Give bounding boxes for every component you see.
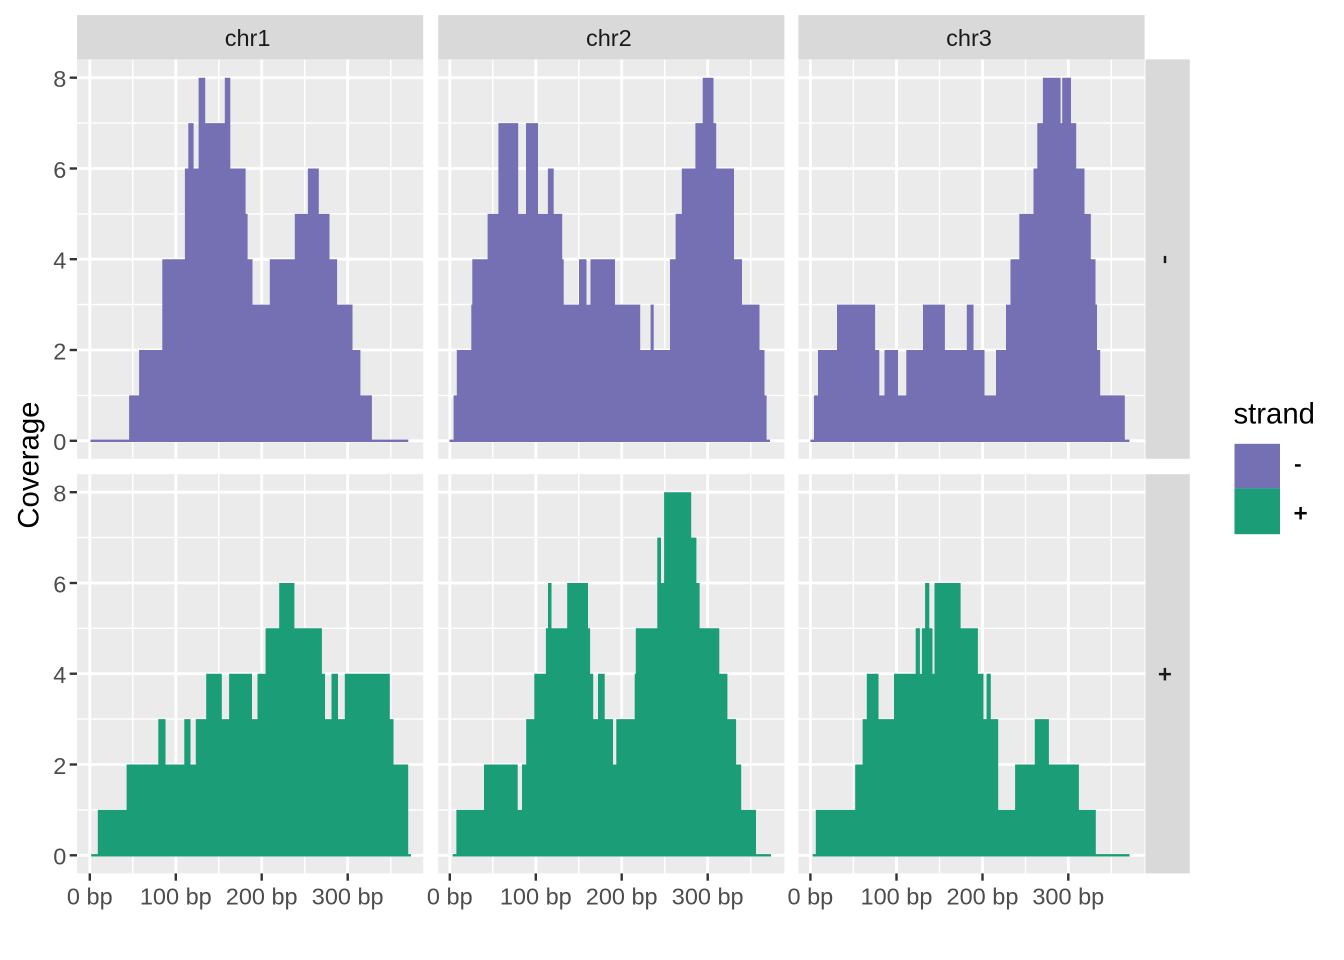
svg-text:100 bp: 100 bp (500, 884, 572, 910)
svg-text:300 bp: 300 bp (1032, 884, 1104, 910)
svg-text:200 bp: 200 bp (586, 884, 658, 910)
svg-text:2: 2 (53, 338, 66, 364)
svg-text:0 bp: 0 bp (788, 884, 834, 910)
svg-text:0 bp: 0 bp (67, 884, 113, 910)
svg-text:0: 0 (53, 844, 66, 870)
svg-text:200 bp: 200 bp (226, 884, 298, 910)
svg-text:6: 6 (53, 571, 66, 597)
svg-text:0: 0 (53, 429, 66, 455)
svg-text:chr2: chr2 (586, 25, 632, 51)
svg-text:strand: strand (1234, 398, 1315, 431)
svg-text:4: 4 (53, 248, 66, 274)
svg-text:6: 6 (53, 157, 66, 183)
svg-text:300 bp: 300 bp (312, 884, 384, 910)
svg-text:2: 2 (53, 753, 66, 779)
svg-text:8: 8 (53, 66, 66, 92)
svg-text:8: 8 (53, 481, 66, 507)
svg-text:chr3: chr3 (946, 25, 992, 51)
svg-text:chr1: chr1 (225, 25, 271, 51)
svg-text:100 bp: 100 bp (861, 884, 933, 910)
svg-text:300 bp: 300 bp (672, 884, 744, 910)
svg-text:0 bp: 0 bp (427, 884, 473, 910)
svg-text:4: 4 (53, 662, 66, 688)
svg-text:200 bp: 200 bp (947, 884, 1019, 910)
svg-text:100 bp: 100 bp (140, 884, 212, 910)
svg-text:Coverage: Coverage (13, 402, 46, 529)
